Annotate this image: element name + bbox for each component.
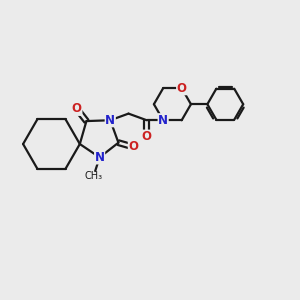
Text: O: O [128,140,138,154]
Text: O: O [72,102,82,115]
Text: N: N [158,114,168,127]
Text: N: N [105,114,115,127]
Text: CH₃: CH₃ [85,171,103,181]
Text: O: O [177,82,187,95]
Text: O: O [142,130,152,143]
Text: N: N [94,151,105,164]
